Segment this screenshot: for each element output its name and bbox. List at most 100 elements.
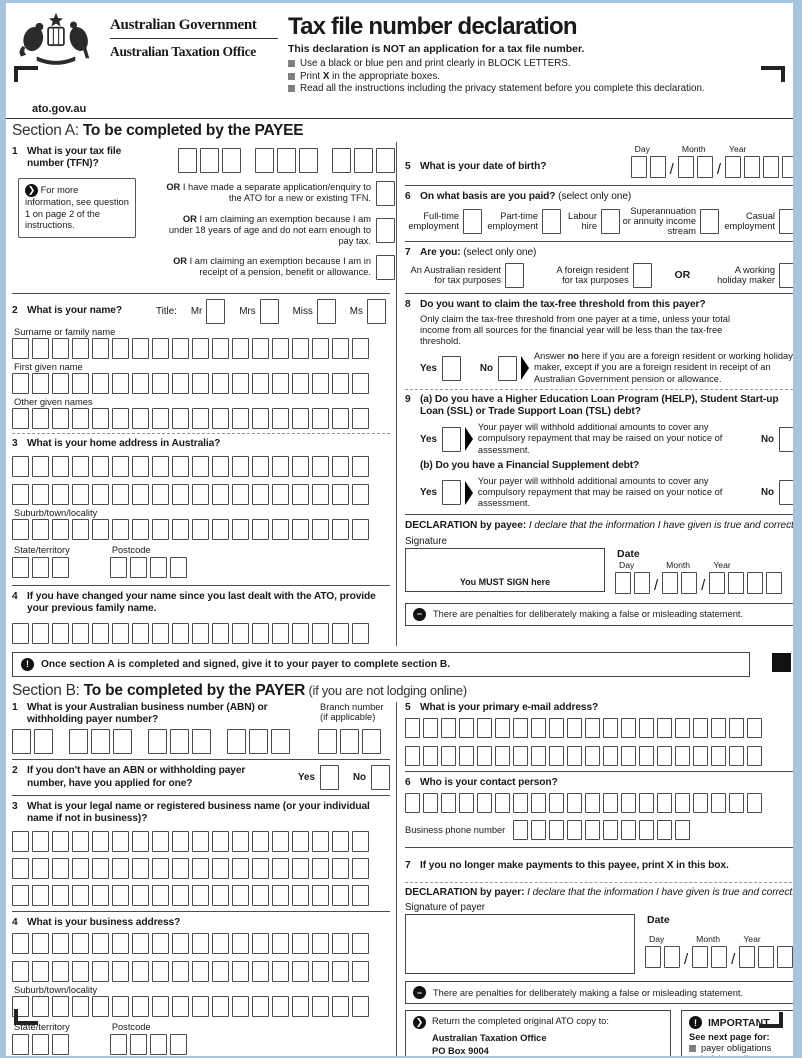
char-box[interactable] [747,571,764,594]
char-box[interactable] [747,793,762,814]
char-box[interactable] [332,932,349,954]
char-box[interactable] [567,717,582,738]
char-box[interactable] [152,622,169,644]
char-box[interactable] [332,960,349,982]
char-box[interactable] [352,830,369,852]
char-box[interactable] [332,622,349,644]
char-box[interactable] [766,571,783,594]
char-box[interactable] [312,622,329,644]
char-box[interactable] [52,557,69,579]
char-box[interactable] [52,622,69,644]
char-box[interactable] [152,830,169,852]
char-box[interactable] [132,622,149,644]
char-box[interactable] [192,884,209,906]
char-box[interactable] [172,337,189,359]
char-box[interactable] [132,484,149,506]
char-box[interactable] [192,932,209,954]
char-box[interactable] [252,372,269,394]
char-box[interactable] [132,407,149,429]
char-box[interactable] [657,745,672,766]
char-box[interactable] [763,155,779,178]
basis-checkbox[interactable] [463,208,482,234]
char-box[interactable] [758,946,775,969]
char-box[interactable] [711,793,726,814]
char-box[interactable] [675,745,690,766]
char-box[interactable] [693,717,708,738]
char-box[interactable] [292,857,309,879]
char-box[interactable] [513,745,528,766]
char-box[interactable] [72,884,89,906]
char-box[interactable] [354,147,373,173]
char-box[interactable] [232,932,249,954]
char-box[interactable] [148,729,167,755]
char-box[interactable] [212,407,229,429]
char-box[interactable] [312,995,329,1017]
char-box[interactable] [152,337,169,359]
char-box[interactable] [12,729,31,755]
char-box[interactable] [252,960,269,982]
char-box[interactable] [12,1033,29,1055]
char-box[interactable] [585,717,600,738]
char-box[interactable] [200,147,219,173]
char-box[interactable] [132,456,149,478]
char-box[interactable] [12,519,29,541]
char-box[interactable] [405,793,420,814]
char-box[interactable] [232,884,249,906]
char-box[interactable] [12,484,29,506]
char-box[interactable] [232,456,249,478]
char-box[interactable] [477,793,492,814]
char-box[interactable] [352,932,369,954]
char-box[interactable] [152,884,169,906]
char-box[interactable] [34,729,53,755]
char-box[interactable] [252,830,269,852]
char-box[interactable] [292,337,309,359]
char-box[interactable] [32,456,49,478]
char-box[interactable] [693,745,708,766]
char-box[interactable] [252,519,269,541]
char-box[interactable] [747,717,762,738]
char-box[interactable] [12,372,29,394]
char-box[interactable] [92,995,109,1017]
char-box[interactable] [32,830,49,852]
char-box[interactable] [92,932,109,954]
char-box[interactable] [12,884,29,906]
char-box[interactable] [405,717,420,738]
char-box[interactable] [178,147,197,173]
char-box[interactable] [352,407,369,429]
char-box[interactable] [332,519,349,541]
residency-checkbox[interactable] [779,262,793,288]
char-box[interactable] [192,519,209,541]
char-box[interactable] [152,857,169,879]
char-box[interactable] [332,884,349,906]
char-box[interactable] [232,622,249,644]
char-box[interactable] [272,932,289,954]
char-box[interactable] [675,820,691,841]
char-box[interactable] [172,484,189,506]
char-box[interactable] [92,407,109,429]
char-box[interactable] [192,960,209,982]
char-box[interactable] [639,820,655,841]
char-box[interactable] [72,857,89,879]
char-box[interactable] [634,571,650,594]
char-box[interactable] [12,456,29,478]
char-box[interactable] [318,729,337,755]
char-box[interactable] [272,857,289,879]
char-box[interactable] [693,793,708,814]
char-box[interactable] [441,717,456,738]
char-box[interactable] [272,830,289,852]
char-box[interactable] [299,147,318,173]
char-box[interactable] [112,622,129,644]
char-box[interactable] [292,995,309,1017]
char-box[interactable] [312,337,329,359]
char-box[interactable] [352,519,369,541]
char-box[interactable] [711,717,726,738]
char-box[interactable] [72,622,89,644]
char-box[interactable] [32,519,49,541]
fs-debt-no-checkbox[interactable] [779,480,793,506]
title-checkbox[interactable] [259,298,279,324]
char-box[interactable] [621,793,636,814]
char-box[interactable] [92,456,109,478]
char-box[interactable] [639,717,654,738]
char-box[interactable] [92,857,109,879]
payer-signature-field[interactable] [405,914,635,975]
